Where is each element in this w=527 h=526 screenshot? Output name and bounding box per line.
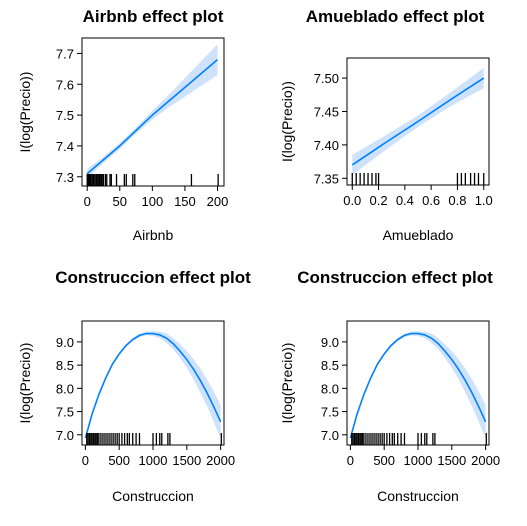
y-tick-label: 9.0 [321,335,339,350]
y-tick-label: 8.0 [321,381,339,396]
effect-line [84,332,222,439]
x-tick-label: 1500 [437,453,466,468]
x-tick-label: 1500 [172,453,201,468]
y-tick-label: 7.5 [321,405,339,420]
y-tick-label: 9.0 [56,335,74,350]
y-tick-label: 7.4 [56,139,74,154]
x-tick-label: 0.2 [370,193,388,208]
x-axis-label: Amueblado [383,227,454,243]
y-tick-label: 7.6 [56,77,74,92]
effect-line [86,58,219,175]
effect-panel-4: Construccion effect plot 0 500 1000 1500 2000… [279,268,500,504]
panel-title: Amueblado effect plot [306,7,485,26]
x-tick-label: 0 [347,453,354,468]
x-tick-label: 0.0 [343,193,361,208]
y-tick-label: 7.45 [314,104,339,119]
confidence-band [85,331,221,440]
x-tick-label: 0.4 [396,193,414,208]
rug [86,433,222,445]
plot-frame [81,37,225,187]
y-axis-label: I(log(Precio)) [17,72,33,153]
x-axis-label: Construccion [377,488,459,504]
x-tick-label: 2000 [206,453,235,468]
y-axis-label: I(log(Precio)) [279,81,295,162]
y-tick-label: 7.40 [314,138,339,153]
y-axis-label: I(log(Precio)) [17,343,33,424]
effect-panel-3: Construccion effect plot 0 500 1000 1500 2000… [17,268,251,504]
panel-title: Airbnb effect plot [83,7,224,26]
plot-frame [346,57,490,186]
x-tick-label: 1000 [404,453,433,468]
x-tick-label: 500 [373,453,395,468]
x-tick-label: 0.6 [422,193,440,208]
x-axis-label: Airbnb [133,227,174,243]
x-tick-label: 0.8 [448,193,466,208]
y-tick-label: 7.0 [321,428,339,443]
y-axis-label: I(log(Precio)) [279,343,295,424]
confidence-band [87,44,218,179]
y-tick-label: 7.50 [314,71,339,86]
y-tick-label: 8.5 [56,358,74,373]
y-tick-label: 7.5 [56,108,74,123]
x-tick-label: 2000 [471,453,500,468]
rug [86,174,219,186]
effect-line [351,77,485,166]
x-tick-label: 100 [141,194,163,209]
effect-panel-2: Amueblado effect plot 0.0 0.2 0.4 0.6 0.8 1.0 7… [279,7,493,243]
x-tick-label: 1000 [139,453,168,468]
y-tick-label: 7.5 [56,405,74,420]
y-tick-label: 8.0 [56,381,74,396]
x-tick-label: 500 [108,453,130,468]
y-tick-label: 7.7 [56,46,74,61]
panel-title: Construccion effect plot [297,268,493,287]
y-tick-label: 7.35 [314,171,339,186]
x-tick-label: 150 [174,194,196,209]
x-tick-label: 0 [82,453,89,468]
effect-panel-1: Airbnb effect plot 0 50 100 150 200 7.3 7.4 7.5 7… [17,7,228,243]
x-tick-label: 1.0 [475,193,493,208]
effect-line [349,332,487,439]
x-tick-label: 50 [113,194,127,209]
confidence-band [350,331,486,440]
y-tick-label: 7.3 [56,170,74,185]
rug [351,433,487,445]
y-tick-label: 7.0 [56,428,74,443]
y-tick-label: 8.5 [321,358,339,373]
x-tick-label: 0 [84,194,91,209]
x-tick-label: 200 [207,194,229,209]
x-axis-label: Construccion [112,488,194,504]
rug [351,173,485,185]
panel-title: Construccion effect plot [55,268,251,287]
